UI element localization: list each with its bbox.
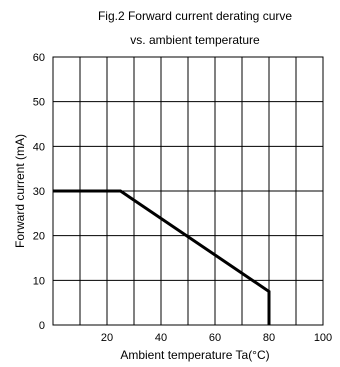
y-tick-label: 10 (33, 275, 45, 287)
x-tick-labels: 20 40 60 80 100 (101, 332, 332, 344)
x-tick-label: 20 (101, 332, 113, 344)
x-tick-label: 80 (263, 332, 275, 344)
y-tick-label: 60 (33, 52, 45, 64)
y-tick-labels: 0 10 20 30 40 50 60 (33, 52, 45, 332)
derating-curve (53, 189, 271, 325)
y-tick-label: 40 (33, 141, 45, 153)
y-tick-label: 0 (39, 320, 45, 332)
x-tick-label: 40 (155, 332, 167, 344)
x-axis-label: Ambient temperature Ta(°C) (120, 348, 269, 362)
y-tick-label: 30 (33, 186, 45, 198)
chart-subtitle: vs. ambient temperature (130, 33, 260, 47)
y-tick-label: 20 (33, 231, 45, 243)
x-tick-label: 100 (314, 332, 332, 344)
y-tick-label: 50 (33, 97, 45, 109)
x-tick-label: 60 (209, 332, 221, 344)
chart-title: Fig.2 Forward current derating curve (98, 9, 292, 23)
y-axis-label: Forward current (mA) (13, 134, 27, 248)
